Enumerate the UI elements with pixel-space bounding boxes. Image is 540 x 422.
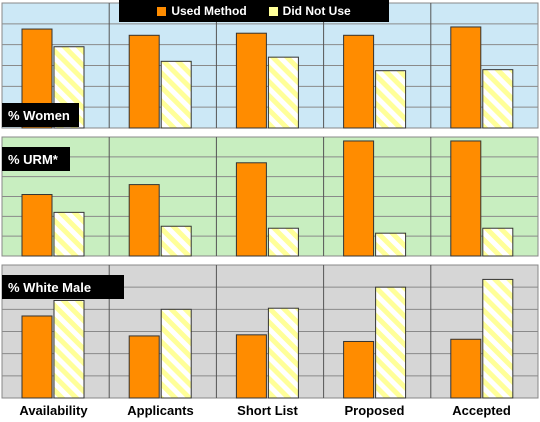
bar-used-method-short-list: [235, 162, 267, 257]
bar-did-not-use-applicants: [160, 308, 192, 399]
bar-used-method-short-list: [235, 334, 267, 399]
bar-used-method-proposed: [343, 34, 375, 129]
bar-did-not-use-availability: [53, 299, 85, 399]
panel-label-box: [2, 275, 124, 299]
panel-women: % Women: [1, 2, 539, 129]
bar-used-method-applicants: [128, 335, 160, 399]
bar-used-method-proposed: [343, 340, 375, 399]
bar-did-not-use-accepted: [482, 227, 514, 257]
bar-did-not-use-short-list: [267, 307, 299, 399]
x-tick-label-applicants: Applicants: [127, 403, 194, 418]
legend-item-did-not-use: Did Not Use: [268, 4, 351, 18]
legend-swatch-used-method: [157, 6, 167, 16]
panel-white-male: % White Male: [1, 264, 539, 399]
bar-did-not-use-short-list: [267, 227, 299, 257]
bar-did-not-use-accepted: [482, 69, 514, 129]
bar-did-not-use-proposed: [375, 70, 407, 129]
legend-swatch-did-not-use: [268, 6, 278, 16]
chart-legend: Used Method Did Not Use: [119, 0, 389, 22]
panel-label-women: % Women: [8, 108, 70, 123]
legend-label-did-not-use: Did Not Use: [282, 4, 351, 18]
bar-used-method-accepted: [450, 338, 482, 399]
panel-label-box: [2, 147, 70, 171]
bar-did-not-use-accepted: [482, 278, 514, 399]
bar-used-method-proposed: [343, 140, 375, 257]
legend-item-used-method: Used Method: [157, 4, 247, 18]
panel-label-urm: % URM*: [8, 152, 59, 167]
x-tick-label-proposed: Proposed: [344, 403, 405, 418]
panel-label-box: [2, 103, 79, 127]
x-axis-labels: Availability Applicants Short List Propo…: [0, 403, 540, 421]
bar-used-method-availability: [21, 315, 53, 399]
bar-did-not-use-applicants: [160, 60, 192, 129]
bar-used-method-accepted: [450, 140, 482, 257]
bar-used-method-applicants: [128, 34, 160, 129]
panel-urm: % URM*: [1, 136, 539, 257]
x-tick-label-short-list: Short List: [237, 403, 298, 418]
panel-label-white-male: % White Male: [8, 280, 91, 295]
legend-label-used-method: Used Method: [171, 4, 247, 18]
bar-used-method-applicants: [128, 184, 160, 257]
bar-did-not-use-short-list: [267, 56, 299, 129]
bar-used-method-accepted: [450, 26, 482, 129]
bar-did-not-use-proposed: [375, 232, 407, 257]
x-tick-label-availability: Availability: [19, 403, 88, 418]
bar-did-not-use-availability: [53, 211, 85, 257]
bar-used-method-short-list: [235, 32, 267, 129]
x-tick-label-accepted: Accepted: [452, 403, 511, 418]
bar-used-method-availability: [21, 194, 53, 257]
bar-did-not-use-proposed: [375, 286, 407, 399]
bar-did-not-use-applicants: [160, 225, 192, 257]
